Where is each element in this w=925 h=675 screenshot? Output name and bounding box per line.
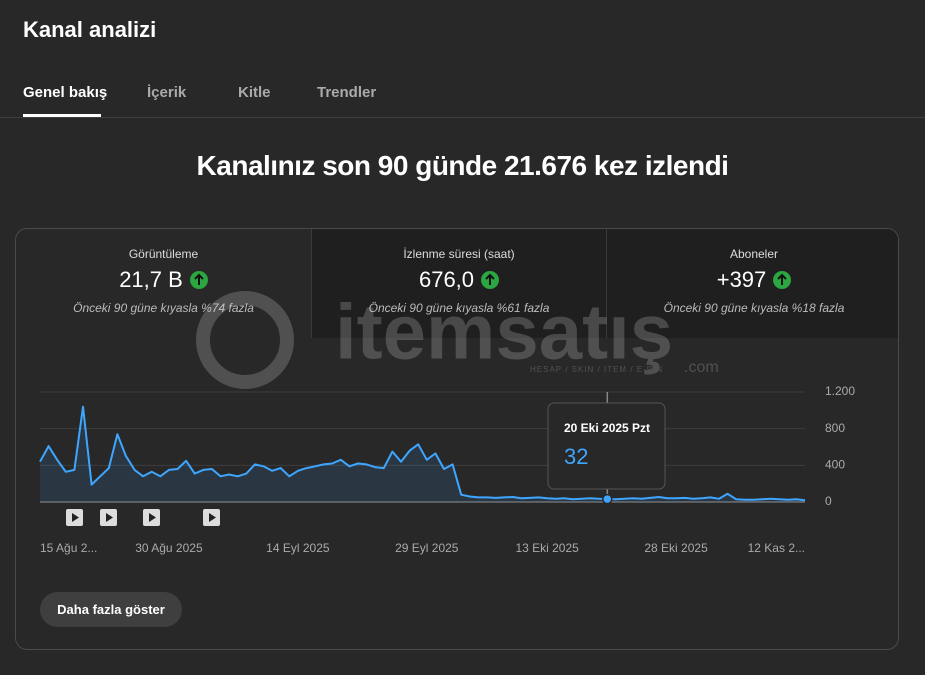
show-more-button[interactable]: Daha fazla göster [40,592,182,627]
watermark: itemsatış HESAP / SKIN / ITEM / E-PIN .c… [196,288,719,389]
tab[interactable]: Trendler [317,84,377,101]
stat-note: Önceki 90 güne kıyasla %61 fazla [368,301,550,315]
stat-row: +397 [607,267,898,293]
watermark-logo [196,291,294,389]
tab[interactable]: İçerik [147,84,187,101]
x-tick-label: 14 Eyl 2025 [266,541,330,555]
watermark-suffix: .com [684,359,719,376]
x-tick-label: 29 Eyl 2025 [395,541,459,555]
x-tick-label: 15 Ağu 2... [40,541,97,555]
tab-indicator [23,114,101,117]
y-tick-label: 800 [825,421,845,435]
page-title: Kanal analizi [23,17,157,42]
y-tick-label: 1.200 [825,384,855,398]
up-icon [481,271,500,289]
watermark-tagline: HESAP / SKIN / ITEM / E-PIN [530,365,663,374]
stat-value: +397 [716,267,767,292]
x-tick-label: 13 Eki 2025 [515,541,579,555]
stat-label: İzlenme süresi (saat) [403,247,515,261]
stat-label: Görüntüleme [128,247,199,261]
y-tick-label: 0 [825,494,832,508]
stat-value: 676,0 [418,267,475,292]
up-icon [189,271,208,289]
annotations [66,509,220,526]
x-tick-label: 30 Ağu 2025 [135,541,203,555]
y-tick-label: 400 [825,458,845,472]
watermark-brand: itemsatış [335,288,673,376]
tooltip-value: 32 [564,444,588,469]
tooltip-box [547,402,666,490]
tab[interactable]: Kitle [238,84,271,101]
hover-point [602,493,613,505]
stat-note: Önceki 90 güne kıyasla %74 fazla [73,301,254,315]
up-icon [773,271,792,289]
tab[interactable]: Genel bakış [23,84,108,101]
stat-row: 676,0 [312,267,606,293]
tooltip: 20 Eki 2025 Pzt 32 [547,402,666,490]
x-tick-label: 28 Eki 2025 [644,541,708,555]
stat-row: 21,7 B [16,267,311,293]
stat-label: Aboneler [729,247,779,261]
tooltip-label: 20 Eki 2025 Pzt [564,421,650,435]
stat-value: 21,7 B [119,267,183,292]
divider [0,117,925,118]
area [40,406,805,502]
stat-card[interactable]: Aboneler +397 Önceki 90 güne kıyasla %18… [606,229,898,338]
stat-card[interactable]: İzlenme süresi (saat) 676,0 Önceki 90 gü… [311,229,606,338]
stat-note: Önceki 90 güne kıyasla %18 fazla [663,301,845,315]
line [39,405,806,502]
stat-card[interactable]: Görüntüleme 21,7 B Önceki 90 güne kıyasl… [16,229,311,338]
x-tick-label: 12 Kas 2... [748,541,805,555]
headline: Kanalınız son 90 günde 21.676 kez izlend… [196,150,729,181]
analytics-card: Görüntüleme 21,7 B Önceki 90 güne kıyasl… [15,228,899,650]
